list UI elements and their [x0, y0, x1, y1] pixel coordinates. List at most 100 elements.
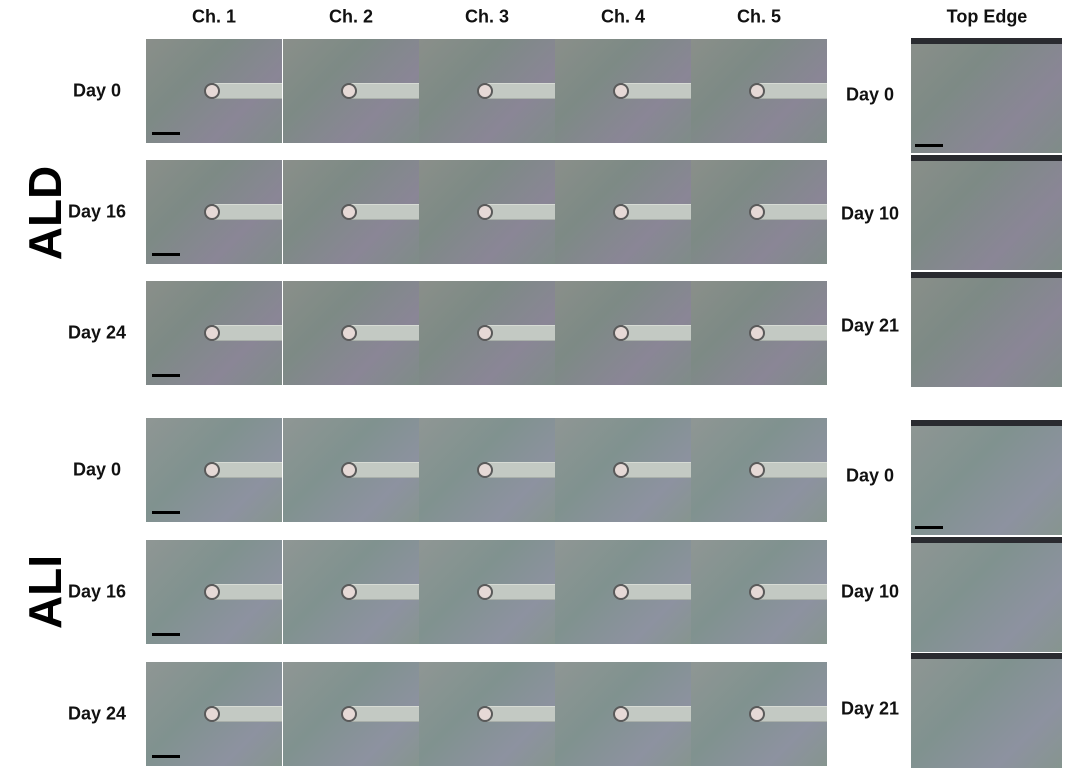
- micrograph: [691, 418, 827, 522]
- electrode-trace: [214, 204, 282, 220]
- electrode-site: [749, 584, 765, 600]
- electrode-trace: [623, 83, 691, 99]
- electrode-trace: [623, 325, 691, 341]
- electrode-site: [749, 83, 765, 99]
- row-label: Day 24: [67, 703, 127, 724]
- micrograph: [691, 160, 827, 264]
- row-label: Day 0: [845, 84, 895, 105]
- electrode-site: [477, 83, 493, 99]
- electrode-site: [613, 83, 629, 99]
- row-label: Day 0: [845, 465, 895, 486]
- group-label: ALI: [19, 554, 71, 630]
- electrode-trace: [351, 706, 419, 722]
- electrode-trace: [759, 83, 827, 99]
- electrode-site: [341, 584, 357, 600]
- column-header: Ch. 4: [600, 6, 646, 27]
- electrode-trace: [623, 204, 691, 220]
- electrode-site: [477, 462, 493, 478]
- electrode-site: [477, 706, 493, 722]
- electrode-site: [749, 325, 765, 341]
- electrode-trace: [759, 706, 827, 722]
- column-header: Ch. 2: [328, 6, 374, 27]
- micrograph: [283, 540, 419, 644]
- electrode-trace: [214, 462, 282, 478]
- electrode-site: [204, 325, 220, 341]
- edge-micrograph: [911, 272, 1062, 387]
- micrograph: [555, 281, 691, 385]
- electrode-trace: [759, 204, 827, 220]
- electrode-trace: [351, 584, 419, 600]
- micrograph: [691, 540, 827, 644]
- row-label: Day 0: [72, 80, 122, 101]
- scale-bar: [152, 633, 180, 636]
- electrode-site: [613, 706, 629, 722]
- electrode-site: [204, 204, 220, 220]
- electrode-site: [204, 462, 220, 478]
- electrode-trace: [351, 204, 419, 220]
- scale-bar: [915, 526, 943, 529]
- electrode-trace: [214, 325, 282, 341]
- micrograph: [419, 281, 555, 385]
- electrode-trace: [487, 706, 555, 722]
- row-label: Day 16: [67, 201, 127, 222]
- electrode-site: [341, 204, 357, 220]
- scale-bar: [152, 253, 180, 256]
- chip-edge: [911, 537, 1062, 543]
- micrograph: [419, 160, 555, 264]
- row-label: Day 24: [67, 322, 127, 343]
- micrograph: [283, 418, 419, 522]
- electrode-trace: [759, 325, 827, 341]
- micrograph: [555, 160, 691, 264]
- row-label: Day 16: [67, 581, 127, 602]
- electrode-trace: [487, 204, 555, 220]
- electrode-trace: [351, 462, 419, 478]
- micrograph: [283, 662, 419, 766]
- micrograph: [146, 540, 282, 644]
- row-label: Day 10: [840, 581, 900, 602]
- electrode-site: [613, 325, 629, 341]
- micrograph: [555, 540, 691, 644]
- electrode-trace: [487, 83, 555, 99]
- micrograph: [283, 39, 419, 143]
- micrograph: [419, 418, 555, 522]
- micrograph: [555, 418, 691, 522]
- micrograph: [146, 281, 282, 385]
- micrograph: [146, 39, 282, 143]
- electrode-trace: [759, 584, 827, 600]
- micrograph: [283, 281, 419, 385]
- edge-micrograph: [911, 537, 1062, 652]
- micrograph: [691, 39, 827, 143]
- edge-micrograph: [911, 38, 1062, 153]
- edge-micrograph: [911, 155, 1062, 270]
- electrode-trace: [623, 706, 691, 722]
- micrograph: [419, 662, 555, 766]
- row-label: Day 10: [840, 203, 900, 224]
- electrode-site: [613, 204, 629, 220]
- electrode-site: [749, 706, 765, 722]
- electrode-trace: [351, 83, 419, 99]
- electrode-site: [341, 83, 357, 99]
- scale-bar: [152, 755, 180, 758]
- chip-edge: [911, 38, 1062, 44]
- electrode-trace: [759, 462, 827, 478]
- electrode-site: [341, 706, 357, 722]
- micrograph: [419, 540, 555, 644]
- row-label: Day 21: [840, 315, 900, 336]
- electrode-site: [477, 584, 493, 600]
- electrode-trace: [214, 83, 282, 99]
- micrograph: [146, 160, 282, 264]
- chip-edge: [911, 653, 1062, 659]
- electrode-trace: [623, 584, 691, 600]
- electrode-site: [749, 204, 765, 220]
- scale-bar: [152, 511, 180, 514]
- micrograph: [691, 662, 827, 766]
- electrode-trace: [214, 584, 282, 600]
- column-header: Top Edge: [946, 6, 1028, 27]
- electrode-trace: [487, 462, 555, 478]
- electrode-site: [749, 462, 765, 478]
- electrode-site: [204, 83, 220, 99]
- chip-edge: [911, 420, 1062, 426]
- edge-micrograph: [911, 420, 1062, 535]
- electrode-site: [477, 204, 493, 220]
- electrode-trace: [351, 325, 419, 341]
